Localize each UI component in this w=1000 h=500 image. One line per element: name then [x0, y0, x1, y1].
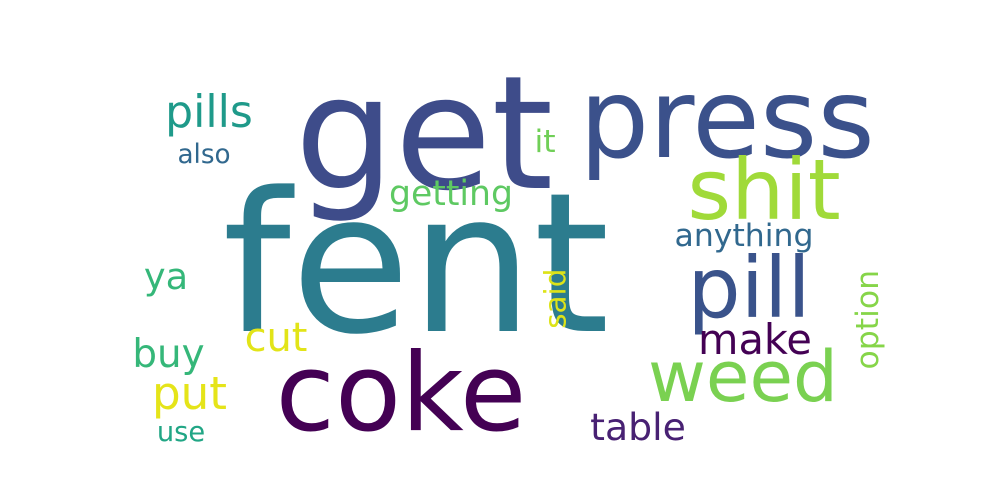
word-also: also: [177, 140, 231, 171]
word-it: it: [534, 124, 556, 161]
word-anything: anything: [674, 218, 814, 255]
word-use: use: [156, 417, 206, 449]
word-pill: pill: [687, 239, 811, 337]
word-said: said: [538, 268, 573, 330]
word-buy: buy: [132, 332, 205, 378]
word-fent: fent: [222, 151, 610, 378]
word-pills: pills: [165, 86, 253, 138]
word-get: get: [294, 43, 554, 227]
word-make: make: [698, 315, 812, 365]
word-coke: coke: [275, 330, 527, 457]
word-shit: shit: [687, 141, 841, 239]
word-option: option: [850, 269, 887, 370]
word-getting: getting: [388, 174, 514, 215]
word-cut: cut: [244, 315, 308, 362]
word-press: press: [579, 56, 875, 185]
word-ya: ya: [143, 255, 189, 299]
word-put: put: [152, 366, 227, 420]
word-weed: weed: [648, 334, 838, 418]
word-table: table: [590, 405, 686, 450]
